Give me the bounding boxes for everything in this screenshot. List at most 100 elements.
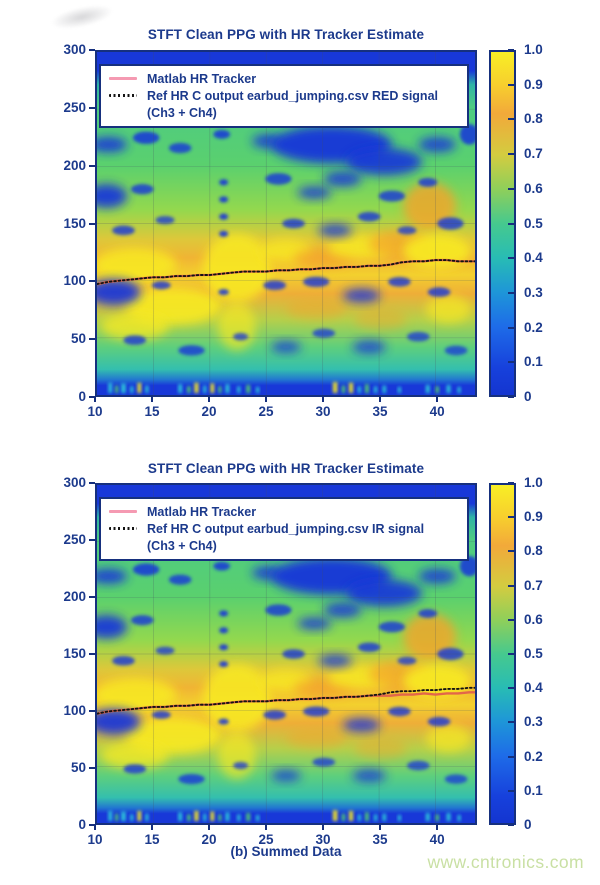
chart-title: STFT Clean PPG with HR Tracker Estimate: [147, 461, 425, 476]
y-tick-label: 250: [63, 99, 86, 115]
x-tick-label: 20: [201, 404, 217, 419]
x-tick-label: 15: [144, 404, 160, 419]
x-tick-mark: [265, 825, 268, 830]
colorbar-tick-mark: [508, 618, 514, 621]
x-tick-label: 10: [87, 832, 103, 847]
legend-box: Matlab HR Tracker Ref HR C output earbud_…: [99, 497, 469, 561]
y-tick-label: 50: [70, 760, 86, 775]
y-tick-mark: [89, 164, 95, 167]
colorbar-tick-label: 0.1: [524, 354, 543, 370]
colorbar-tick-label: 0.5: [524, 215, 543, 231]
hr-tracker-line: [97, 259, 475, 286]
x-tick-label: 40: [429, 404, 445, 419]
colorbar-tick-mark: [508, 550, 514, 553]
x-tick-mark: [265, 397, 268, 402]
colorbar-tick-mark: [508, 361, 514, 364]
colorbar-tick-label: 0.7: [524, 577, 543, 593]
x-tick-mark: [379, 397, 382, 402]
colorbar-tick-label: 0.4: [524, 680, 543, 696]
colorbar-tick-label: 0.7: [524, 146, 543, 162]
spectrogram-plot: Matlab HR Tracker Ref HR C output earbud_…: [95, 50, 477, 397]
chart-title: STFT Clean PPG with HR Tracker Estimate: [147, 27, 425, 42]
x-tick-mark: [94, 825, 96, 830]
legend-swatch-solid: [109, 510, 137, 513]
y-tick-mark: [89, 710, 95, 712]
y-tick-label: 200: [63, 589, 86, 604]
colorbar-tick-mark: [508, 687, 514, 690]
y-tick-mark: [89, 222, 95, 225]
legend-swatch-dotted: [109, 94, 137, 97]
colorbar-tick-label: 0.8: [524, 111, 543, 127]
x-tick-label: 30: [315, 404, 331, 419]
colorbar-tick-mark: [508, 721, 514, 724]
colorbar-tick-label: 0.3: [524, 284, 543, 300]
colorbar-tick-mark: [508, 653, 514, 655]
x-tick-label: 35: [372, 832, 388, 847]
y-tick-mark: [89, 106, 95, 109]
legend-row: Matlab HR Tracker: [109, 503, 459, 520]
x-tick-mark: [208, 825, 211, 830]
y-tick-label: 150: [63, 215, 86, 231]
y-tick-mark: [89, 280, 95, 283]
y-tick-mark: [89, 824, 95, 826]
colorbar-tick-mark: [508, 396, 514, 398]
colorbar-tick-label: 0.6: [524, 611, 543, 627]
hr-tracker-line: [97, 686, 475, 715]
x-tick-label: 25: [258, 404, 274, 419]
legend-label: Ref HR C output earbud_jumping.csv IR si…: [147, 521, 425, 536]
x-tick-label: 35: [372, 404, 388, 419]
x-tick-mark: [322, 825, 325, 830]
colorbar-tick-label: 0.2: [524, 748, 543, 764]
legend-swatch-none: [109, 111, 137, 114]
colorbar-tick-mark: [508, 755, 514, 758]
colorbar-tick-label: 0.2: [524, 319, 543, 335]
legend-row: (Ch3 + Ch4): [109, 104, 459, 121]
legend-row: (Ch3 + Ch4): [109, 537, 459, 554]
colorbar-tick-mark: [508, 187, 514, 190]
y-tick-label: 0: [78, 817, 86, 832]
colorbar-tick-label: 0.8: [524, 543, 543, 559]
legend-label: Ref HR C output earbud_jumping.csv RED s…: [147, 88, 438, 103]
x-tick-mark: [436, 397, 439, 402]
colorbar-tick-mark: [508, 153, 514, 156]
y-tick-mark: [89, 653, 95, 655]
y-tick-mark: [89, 482, 95, 484]
y-tick-mark: [89, 539, 95, 541]
y-tick-label: 300: [63, 42, 86, 57]
colorbar-tick-label: 1.0: [524, 42, 543, 57]
y-tick-mark: [89, 338, 95, 341]
spectrogram-heatmap: [97, 485, 475, 823]
colorbar-tick-mark: [508, 257, 514, 260]
x-tick-label: 10: [87, 404, 103, 419]
x-tick-mark: [436, 825, 439, 830]
chart-red-signal: STFT Clean PPG with HR Tracker Estimate …: [0, 0, 600, 433]
y-tick-mark: [89, 49, 95, 51]
colorbar-tick-label: 0: [524, 817, 532, 832]
colorbar-tick-label: 0.4: [524, 250, 543, 266]
legend-label: Matlab HR Tracker: [147, 504, 257, 519]
legend-label: (Ch3 + Ch4): [147, 105, 217, 120]
colorbar-tick-label: 1.0: [524, 475, 543, 490]
x-tick-mark: [151, 825, 153, 830]
y-tick-mark: [89, 396, 95, 398]
x-tick-mark: [379, 825, 382, 830]
colorbar-tick-label: 0: [524, 389, 532, 404]
legend-swatch-dotted: [109, 527, 137, 530]
colorbar-tick-mark: [508, 482, 514, 484]
x-tick-mark: [208, 397, 211, 402]
spectrogram-plot: Matlab HR Tracker Ref HR C output earbud_…: [95, 483, 477, 825]
colorbar-tick-label: 0.6: [524, 180, 543, 196]
colorbar-tick-mark: [508, 222, 514, 225]
y-tick-mark: [89, 767, 95, 769]
x-tick-label: 25: [258, 832, 274, 847]
y-tick-label: 0: [78, 389, 86, 404]
colorbar-tick-mark: [508, 824, 514, 826]
x-tick-label: 15: [144, 832, 160, 847]
x-tick-label: 20: [201, 832, 217, 847]
watermark-text: www.cntronics.com: [427, 852, 584, 872]
y-tick-label: 200: [63, 157, 86, 173]
legend-row: Matlab HR Tracker: [109, 70, 459, 87]
colorbar-tick-label: 0.5: [524, 646, 543, 661]
legend-row: Ref HR C output earbud_jumping.csv RED s…: [109, 87, 459, 104]
legend-label: (Ch3 + Ch4): [147, 538, 217, 553]
